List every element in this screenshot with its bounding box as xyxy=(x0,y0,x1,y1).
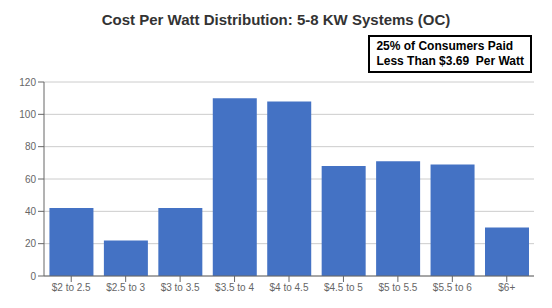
svg-text:100: 100 xyxy=(19,109,36,120)
svg-text:20: 20 xyxy=(25,238,37,249)
svg-text:80: 80 xyxy=(25,141,37,152)
svg-text:$2.5 to 3: $2.5 to 3 xyxy=(106,282,145,293)
svg-text:$5 to 5.5: $5 to 5.5 xyxy=(378,282,417,293)
svg-text:$2 to 2.5: $2 to 2.5 xyxy=(52,282,91,293)
svg-text:$6+: $6+ xyxy=(498,282,515,293)
html-text:25% of Consumers Paid Less Tha: 25% of Consumers Paid Less Than $3.69 Pe… xyxy=(376,39,524,68)
svg-text:60: 60 xyxy=(25,174,37,185)
svg-text:$5.5 to 6: $5.5 to 6 xyxy=(433,282,472,293)
svg-text:$3 to 3.5: $3 to 3.5 xyxy=(161,282,200,293)
html-text:Cost Per Watt Distribution: 5-: Cost Per Watt Distribution: 5-8 KW Syste… xyxy=(101,11,451,28)
svg-text:$4 to 4.5: $4 to 4.5 xyxy=(270,282,309,293)
svg-text:0: 0 xyxy=(30,271,36,282)
svg-text:40: 40 xyxy=(25,206,37,217)
svg-text:$4.5 to 5: $4.5 to 5 xyxy=(324,282,363,293)
svg-text:$3.5 to 4: $3.5 to 4 xyxy=(215,282,254,293)
svg-text:120: 120 xyxy=(19,77,36,88)
